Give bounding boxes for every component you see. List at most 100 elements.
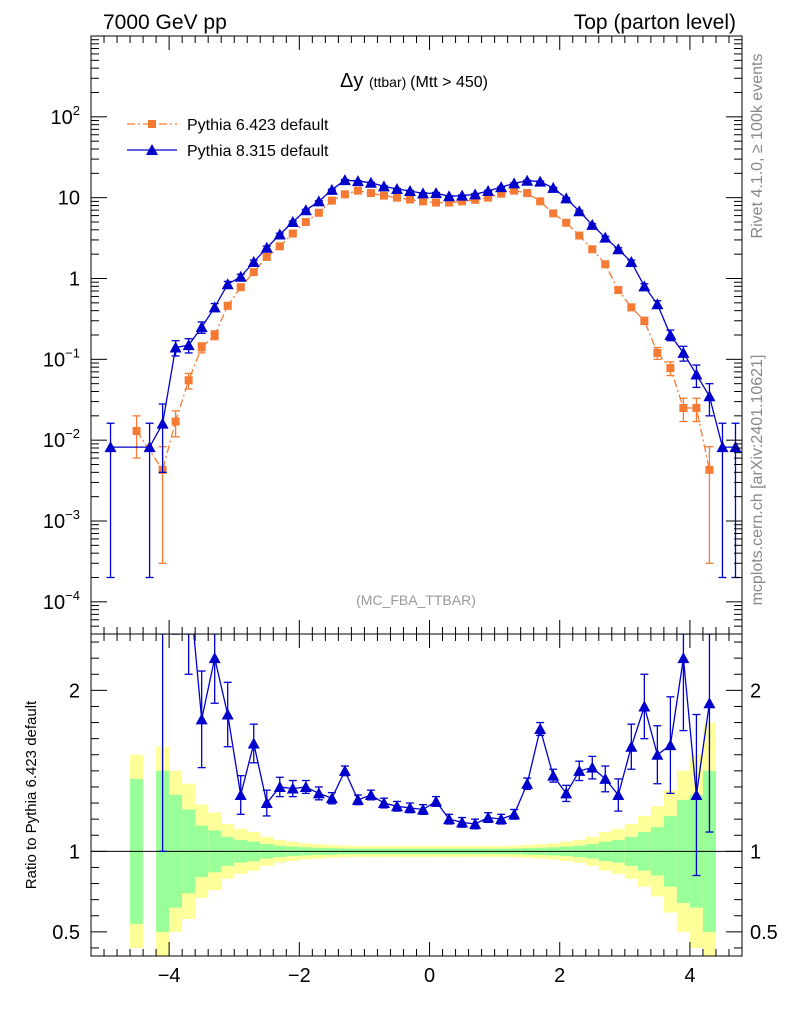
- data-point: [729, 441, 742, 453]
- data-point: [182, 339, 195, 351]
- data-point: [262, 252, 271, 261]
- ratio-point: [638, 700, 651, 712]
- legend-label: Pythia 8.315 default: [187, 143, 329, 160]
- data-point: [679, 403, 688, 412]
- ratio-point: [234, 789, 247, 800]
- data-point: [312, 195, 325, 207]
- ratio-y-tick-label-right: 2: [750, 680, 761, 702]
- data-point: [612, 243, 625, 255]
- data-point: [508, 177, 521, 189]
- main-title-cut: (Mtt > 450): [410, 74, 488, 91]
- ratio-point: [364, 789, 377, 800]
- data-point: [210, 331, 219, 339]
- data-point: [614, 286, 623, 295]
- data-point: [104, 441, 117, 453]
- ratio-point: [547, 769, 560, 781]
- main-title: Δy (ttbar) (Mtt > 450): [340, 70, 488, 92]
- legend-marker: [148, 120, 156, 128]
- ratio-point: [417, 803, 430, 815]
- data-point: [143, 441, 156, 453]
- data-point: [536, 197, 545, 206]
- series-line: [136, 190, 711, 472]
- legend: Pythia 6.423 default Pythia 8.315 default: [127, 117, 329, 160]
- ratio-point: [299, 780, 312, 792]
- ratio-point: [338, 764, 351, 776]
- data-point: [403, 184, 416, 196]
- data-point: [325, 183, 338, 195]
- data-point: [469, 188, 482, 200]
- data-point: [653, 348, 662, 357]
- ratio-point: [534, 722, 547, 734]
- data-point: [288, 229, 297, 238]
- data-point: [716, 441, 729, 453]
- ratio-point: [612, 789, 625, 800]
- data-point: [482, 184, 495, 196]
- ratio-point: [508, 808, 521, 820]
- data-point: [562, 218, 571, 227]
- ratio-point: [286, 782, 299, 794]
- data-point: [586, 218, 599, 230]
- data-point: [523, 189, 532, 198]
- x-tick-label: 0: [424, 965, 435, 987]
- data-point: [549, 209, 558, 218]
- data-point: [534, 175, 547, 187]
- data-point: [197, 343, 206, 352]
- data-point: [575, 231, 584, 240]
- ratio-point: [443, 813, 456, 825]
- data-point: [301, 217, 310, 226]
- data-point: [236, 283, 245, 292]
- data-point: [260, 241, 273, 253]
- main-y-tick-label: 10: [58, 188, 80, 210]
- x-tick-label: 4: [684, 965, 695, 987]
- ratio-point: [599, 772, 612, 784]
- data-point: [417, 187, 430, 199]
- data-point: [692, 403, 701, 412]
- ratio-point: [260, 797, 273, 809]
- data-point: [223, 301, 232, 310]
- main-y-tick-label: 10−4: [43, 588, 80, 614]
- data-point: [705, 465, 714, 474]
- mcplots-credit-label: mcplots.cern.ch [arXiv:2401.10621]: [749, 355, 766, 606]
- ratio-point: [221, 708, 234, 720]
- data-point: [273, 228, 286, 240]
- data-point: [640, 316, 649, 325]
- ratio-point: [430, 795, 443, 807]
- data-point: [690, 368, 703, 380]
- series-line: [110, 179, 736, 448]
- data-point: [366, 189, 375, 198]
- header-energy-label: 7000 GeV pp: [103, 11, 227, 34]
- data-point: [495, 181, 508, 193]
- data-point: [521, 174, 534, 186]
- data-point: [208, 301, 221, 313]
- ratio-point: [247, 737, 260, 749]
- main-y-tick-label: 102: [51, 103, 80, 129]
- data-point: [353, 186, 362, 195]
- data-point: [169, 341, 182, 353]
- data-point: [419, 197, 428, 206]
- ratio-y-tick-label: 0.5: [52, 922, 80, 944]
- main-y-tick-label: 1: [69, 268, 80, 290]
- data-point: [234, 270, 247, 282]
- ratio-y-tick-label: 1: [69, 841, 80, 863]
- data-point: [638, 280, 651, 292]
- series-pythia6: [132, 186, 714, 564]
- ratio-point: [690, 789, 703, 800]
- ratio-point: [456, 816, 469, 828]
- data-point: [156, 417, 169, 429]
- data-point: [497, 189, 506, 198]
- data-point: [132, 426, 141, 435]
- data-point: [338, 174, 351, 186]
- ratio-point: [664, 739, 677, 751]
- main-title-variable: Δy: [340, 70, 369, 92]
- data-point: [327, 196, 336, 205]
- x-tick-label: −2: [288, 965, 311, 987]
- ratio-point: [195, 713, 208, 725]
- ratio-point: [312, 787, 325, 799]
- data-point: [364, 176, 377, 188]
- data-point: [560, 192, 573, 204]
- ratio-y-tick-label: 2: [69, 680, 80, 702]
- ratio-y-tick-label-right: 0.5: [750, 922, 778, 944]
- data-point: [184, 376, 193, 385]
- ratio-point: [677, 652, 690, 664]
- ratio-point: [651, 748, 664, 760]
